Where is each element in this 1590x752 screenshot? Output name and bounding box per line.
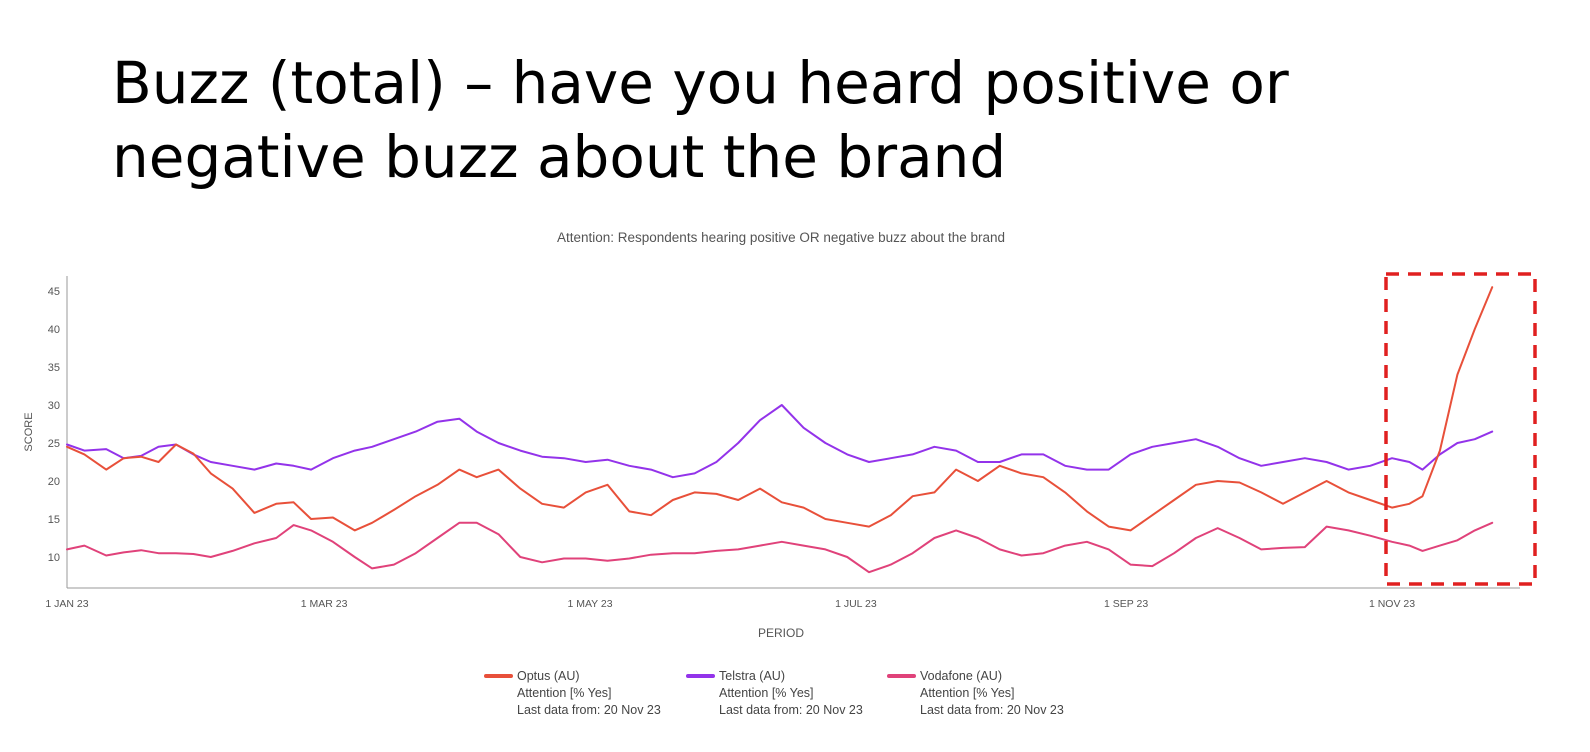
x-tick-label: 1 MAR 23 [301,598,348,610]
legend-last-data: Last data from: 20 Nov 23 [719,703,863,717]
series-line-vodafone [66,521,1494,574]
y-tick-label: 10 [48,552,60,564]
y-tick-label: 20 [48,476,60,488]
slide-title: Buzz (total) – have you heard positive o… [112,46,1512,194]
legend-last-data: Last data from: 20 Nov 23 [920,703,1064,717]
series-line-telstra [66,404,1494,479]
y-tick-label: 40 [48,324,60,336]
legend-measure: Attention [% Yes] [719,686,814,700]
legend-swatch-optus [484,674,513,678]
x-tick-label: 1 JAN 23 [45,598,88,610]
legend-measure: Attention [% Yes] [920,686,1015,700]
x-tick-label: 1 JUL 23 [835,598,877,610]
legend-measure: Attention [% Yes] [517,686,612,700]
series-lines [66,286,1494,574]
x-axis-label: PERIOD [758,626,804,640]
legend-series-name: Vodafone (AU) [920,669,1002,683]
legend-swatch-telstra [686,674,715,678]
y-tick-label: 25 [48,438,60,450]
y-tick-label: 35 [48,362,60,374]
x-tick-label: 1 SEP 23 [1104,598,1148,610]
series-line-optus [66,286,1494,532]
x-axis-ticks: 1 JAN 23 1 MAR 23 1 MAY 23 1 JUL 23 1 SEP 23… [45,598,1415,610]
y-tick-label: 15 [48,514,60,526]
y-axis-label: SCORE [23,412,35,451]
highlight-box [1384,272,1537,586]
x-tick-label: 1 MAY 23 [567,598,612,610]
x-tick-label: 1 NOV 23 [1369,598,1415,610]
y-tick-label: 30 [48,400,60,412]
slide-title-line-2: negative buzz about the brand [112,123,1007,191]
slide-title-line-1: Buzz (total) – have you heard positive o… [112,49,1289,117]
y-tick-label: 45 [48,286,60,298]
legend-swatch-vodafone [887,674,916,678]
legend-series-name: Telstra (AU) [719,669,785,683]
legend-series-name: Optus (AU) [517,669,580,683]
y-axis-ticks: 10 15 20 25 30 35 40 45 [48,286,60,564]
chart-title: Attention: Respondents hearing positive … [557,230,1005,245]
legend-last-data: Last data from: 20 Nov 23 [517,703,661,717]
